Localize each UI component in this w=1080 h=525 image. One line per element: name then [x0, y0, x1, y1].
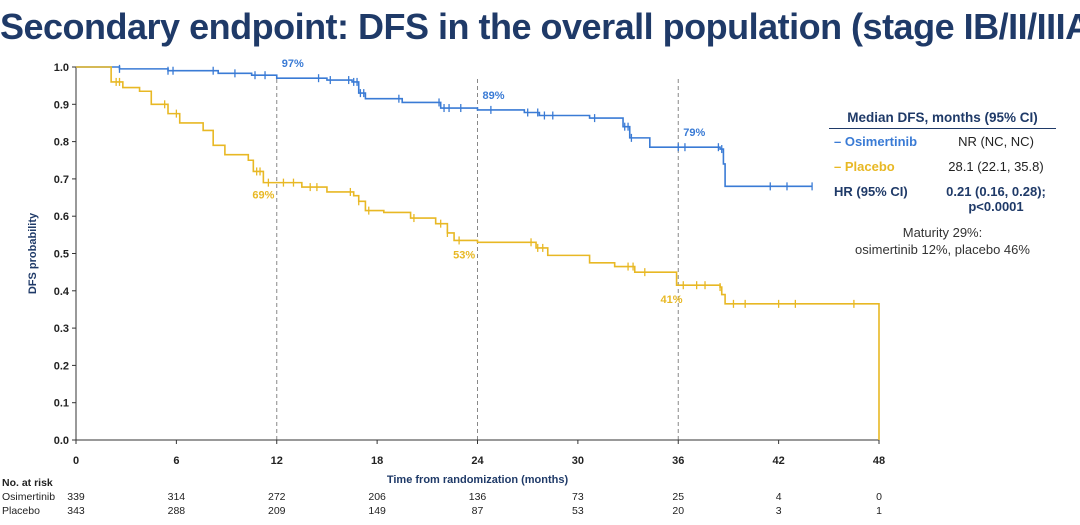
legend-header: Median DFS, months (95% CI): [829, 110, 1056, 129]
maturity-note: Maturity 29%: osimertinib 12%, placebo 4…: [829, 224, 1056, 258]
at-risk-row-label: Osimertinib: [2, 491, 55, 503]
hr-value-line1: 0.21 (0.16, 0.28);: [946, 184, 1046, 199]
hr-value-line2: p<0.0001: [968, 199, 1024, 214]
at-risk-count: 136: [469, 491, 487, 503]
survival-curves: [76, 64, 880, 440]
y-tick-label: 0.2: [54, 360, 69, 372]
at-risk-count: 343: [67, 505, 85, 517]
maturity-line1: Maturity 29%:: [902, 225, 983, 240]
hr-value: 0.21 (0.16, 0.28); p<0.0001: [936, 184, 1056, 214]
at-risk-count: 0: [876, 491, 882, 503]
at-risk-count: 1: [876, 505, 882, 517]
pct-label-osimertinib: 79%: [683, 127, 705, 139]
y-tick-label: 0.9: [54, 99, 69, 111]
x-tick-label: 36: [672, 455, 684, 467]
y-tick-label: 0.0: [54, 435, 69, 447]
at-risk-count: 53: [572, 505, 584, 517]
y-tick-label: 0.5: [54, 249, 69, 261]
hr-label: HR (95% CI): [834, 184, 908, 199]
median-dfs-legend: Median DFS, months (95% CI) – Osimertini…: [829, 110, 1056, 258]
legend-label-placebo: – Placebo: [834, 159, 895, 174]
pct-label-placebo: 53%: [453, 249, 475, 261]
y-tick-label: 0.3: [54, 323, 69, 335]
legend-row-osimertinib: – Osimertinib NR (NC, NC): [829, 132, 1056, 154]
x-tick-label: 30: [572, 455, 584, 467]
at-risk-count: 149: [368, 505, 386, 517]
at-risk-count: 20: [672, 505, 684, 517]
at-risk-count: 87: [472, 505, 484, 517]
at-risk-count: 206: [368, 491, 386, 503]
y-tick-label: 0.6: [54, 211, 69, 223]
legend-value-osimertinib: NR (NC, NC): [958, 134, 1034, 149]
y-tick-label: 1.0: [54, 62, 69, 74]
maturity-line2: osimertinib 12%, placebo 46%: [855, 242, 1030, 257]
at-risk-row-label: Placebo: [2, 505, 40, 517]
x-tick-label: 48: [873, 455, 885, 467]
x-tick-label: 24: [471, 455, 484, 467]
at-risk-count: 4: [776, 491, 782, 503]
at-risk-count: 25: [672, 491, 684, 503]
at-risk-count: 3: [776, 505, 782, 517]
x-tick-label: 6: [173, 455, 179, 467]
legend-row-placebo: – Placebo 28.1 (22.1, 35.8): [829, 157, 1056, 179]
curve-placebo: [76, 66, 880, 440]
x-tick-label: 0: [73, 455, 79, 467]
pct-label-placebo: 69%: [252, 190, 274, 202]
pct-label-osimertinib: 89%: [482, 90, 504, 102]
slide-title: Secondary endpoint: DFS in the overall p…: [0, 6, 1080, 47]
pct-label-placebo: 41%: [661, 294, 683, 306]
chart-axes: 0.0 0.1 0.2 0.3 0.4 0.5 0.6 0.7 0.8 0.9 1.0 0 6 12 18 2…: [27, 62, 885, 486]
legend-label-osimertinib: – Osimertinib: [834, 134, 918, 149]
at-risk-count: 314: [168, 491, 186, 503]
legend-row-hr: HR (95% CI) 0.21 (0.16, 0.28); p<0.0001: [829, 182, 1056, 222]
curve-labels: 97% 89% 79% 69% 53% 41%: [252, 58, 705, 306]
at-risk-count: 73: [572, 491, 584, 503]
y-tick-label: 0.4: [54, 286, 70, 298]
at-risk-count: 209: [268, 505, 286, 517]
y-axis-title: DFS probability: [27, 212, 39, 294]
y-tick-label: 0.1: [54, 398, 69, 410]
reference-lines: [276, 79, 679, 440]
x-axis-title: Time from randomization (months): [387, 474, 569, 486]
at-risk-count: 288: [168, 505, 186, 517]
x-tick-label: 42: [773, 455, 785, 467]
legend-value-placebo: 28.1 (22.1, 35.8): [948, 159, 1044, 174]
y-tick-label: 0.7: [54, 174, 69, 186]
y-tick-label: 0.8: [54, 137, 69, 149]
pct-label-osimertinib: 97%: [282, 58, 304, 70]
at-risk-title: No. at risk: [2, 477, 53, 489]
at-risk-count: 339: [67, 491, 85, 503]
x-tick-label: 18: [371, 455, 383, 467]
at-risk-count: 272: [268, 491, 286, 503]
x-tick-label: 12: [271, 455, 283, 467]
